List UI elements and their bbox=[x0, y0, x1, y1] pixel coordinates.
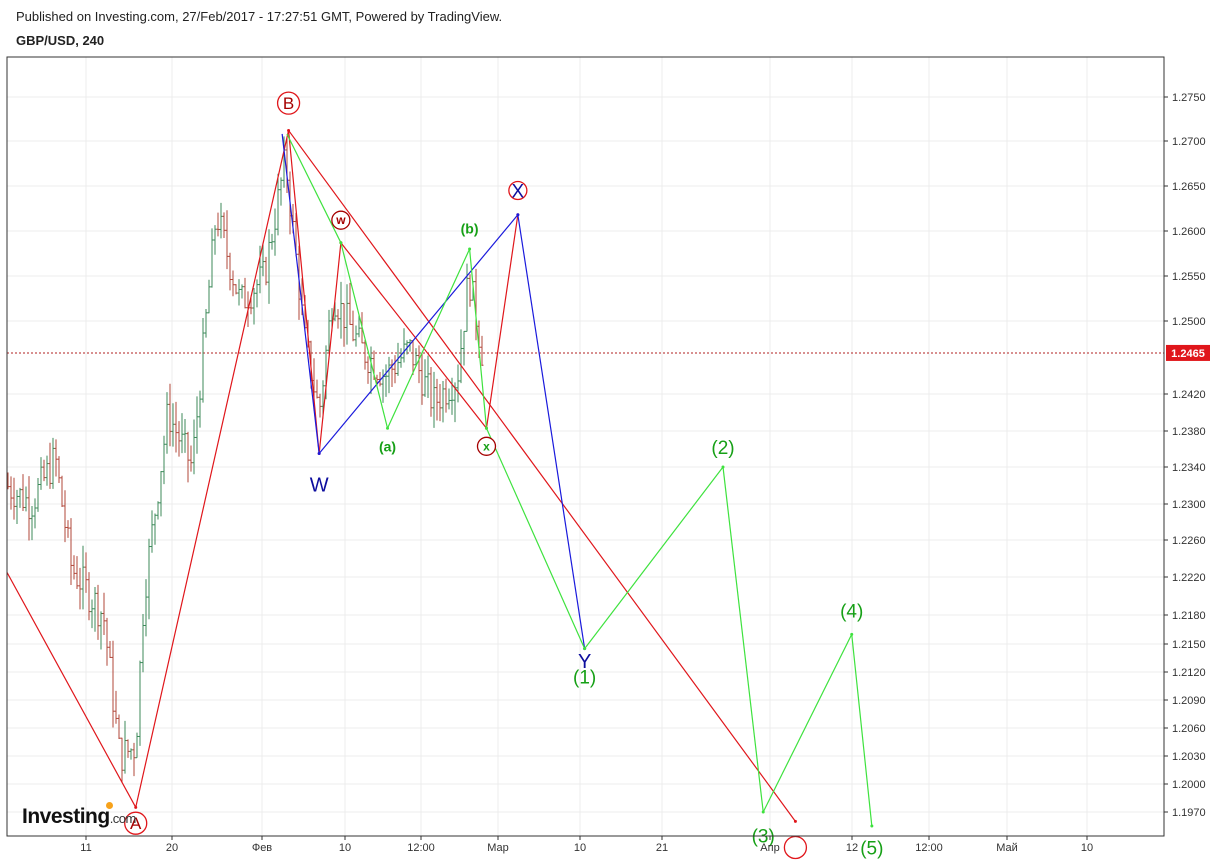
blue_waves-segment bbox=[281, 133, 320, 454]
y-tick-label: 1.2500 bbox=[1172, 316, 1206, 328]
green_waves-segment bbox=[468, 248, 488, 429]
wave-label: Y bbox=[578, 651, 591, 673]
red_waves-segment bbox=[485, 214, 519, 429]
red_waves-segment bbox=[287, 130, 320, 454]
y-tick-label: 1.2340 bbox=[1172, 462, 1206, 474]
x-tick-label: 10 bbox=[1081, 842, 1093, 854]
y-tick-label: 1.2060 bbox=[1172, 723, 1206, 735]
y-tick-label: 1.2090 bbox=[1172, 695, 1206, 707]
y-tick-label: 1.2260 bbox=[1172, 535, 1206, 547]
published-header: Published on Investing.com, 27/Feb/2017 … bbox=[16, 9, 503, 24]
blue_waves-segment bbox=[517, 214, 586, 649]
y-tick-label: 1.2030 bbox=[1172, 751, 1206, 763]
wave-circle bbox=[124, 811, 148, 835]
green_waves-segment bbox=[340, 242, 389, 429]
y-tick-label: 1.2180 bbox=[1172, 610, 1206, 622]
green_waves-segment bbox=[485, 427, 586, 649]
x-tick-label: Мар bbox=[487, 842, 509, 854]
x-tick-label: 12 bbox=[846, 842, 858, 854]
x-tick-label: 10 bbox=[574, 842, 586, 854]
green_waves-segment bbox=[584, 466, 724, 650]
x-tick-label: Апр bbox=[760, 842, 779, 854]
x-tick-label: 12:00 bbox=[915, 842, 943, 854]
wave-label: (a) bbox=[379, 438, 396, 454]
y-tick-label: 1.2420 bbox=[1172, 389, 1206, 401]
red_waves-segment bbox=[7, 572, 137, 808]
green_waves-segment bbox=[851, 634, 873, 827]
plot-border bbox=[6, 56, 1165, 837]
wave-label: X bbox=[512, 182, 525, 203]
y-tick-label: 1.2120 bbox=[1172, 667, 1206, 679]
current-price-badge bbox=[1166, 344, 1210, 361]
wave-circle bbox=[476, 436, 497, 456]
y-tick-label: 1.1970 bbox=[1172, 807, 1206, 819]
y-tick-label: 1.2150 bbox=[1172, 639, 1206, 651]
time-axis: 11 20 Фев 10 12:00 Мар 10 21 Апр 12 12:00 Май 10 bbox=[80, 836, 1093, 854]
green_waves-point bbox=[870, 824, 874, 828]
wave-label: (3) bbox=[752, 826, 775, 847]
x-tick-label: 10 bbox=[339, 842, 351, 854]
red_waves-segment bbox=[318, 242, 342, 454]
current-price-label: 1.2465 bbox=[1171, 348, 1205, 360]
wave-label: (4) bbox=[840, 601, 863, 622]
y-tick-label: 1.2220 bbox=[1172, 572, 1206, 584]
red_waves-segment bbox=[135, 130, 290, 808]
y-tick-label: 1.2000 bbox=[1172, 779, 1206, 791]
x-tick-label: 12:00 bbox=[407, 842, 435, 854]
green_waves-segment bbox=[722, 466, 764, 813]
wave-lines bbox=[7, 128, 874, 828]
wave-label: (1) bbox=[573, 668, 596, 689]
wave-label: (5) bbox=[860, 838, 883, 859]
candlesticks bbox=[7, 136, 484, 783]
red_waves-point bbox=[793, 819, 797, 823]
wave-labels: A B Ww (a) (b) x X Y(1) (2) (3) (4) (5) bbox=[124, 91, 883, 860]
investing-logo: Investing.com bbox=[22, 802, 137, 829]
wave-circle bbox=[331, 210, 351, 230]
wave-label: w bbox=[335, 213, 346, 227]
green_waves-segment bbox=[386, 248, 471, 429]
x-tick-label: Май bbox=[996, 842, 1018, 854]
green_waves-segment bbox=[762, 634, 853, 813]
x-tick-label: 20 bbox=[166, 842, 178, 854]
price-axis: 1.2750 1.2700 1.2650 1.2600 1.2550 1.2500 1.24… bbox=[1164, 92, 1210, 819]
blue_waves-segment bbox=[318, 214, 519, 454]
y-tick-label: 1.2300 bbox=[1172, 499, 1206, 511]
x-tick-label: 11 bbox=[80, 842, 91, 854]
wave-label: (b) bbox=[461, 220, 479, 236]
wave-label: A bbox=[130, 814, 142, 833]
y-tick-label: 1.2700 bbox=[1172, 136, 1206, 148]
y-tick-label: 1.2650 bbox=[1172, 181, 1206, 193]
chart-grid bbox=[7, 57, 1164, 836]
symbol-title: GBP/USD, 240 bbox=[16, 33, 105, 48]
green_waves-segment bbox=[286, 133, 342, 243]
wave-circle bbox=[783, 835, 808, 860]
y-tick-label: 1.2600 bbox=[1172, 226, 1206, 238]
x-tick-label: 21 bbox=[656, 842, 668, 854]
wave-label: x bbox=[483, 439, 490, 453]
logo-brand: Investing bbox=[22, 805, 110, 828]
red_waves-segment bbox=[340, 242, 487, 429]
wave-label: W bbox=[310, 475, 329, 497]
wave-circle bbox=[276, 91, 301, 115]
red_waves-segment bbox=[288, 130, 796, 822]
wave-circle bbox=[508, 180, 528, 201]
logo-suffix: .com bbox=[109, 811, 137, 826]
logo-dot-icon bbox=[106, 802, 113, 809]
x-tick-label: Фев bbox=[252, 842, 272, 854]
y-tick-label: 1.2380 bbox=[1172, 426, 1206, 438]
wave-label: B bbox=[283, 94, 294, 113]
y-tick-label: 1.2550 bbox=[1172, 271, 1206, 283]
y-tick-label: 1.2750 bbox=[1172, 92, 1206, 104]
wave-label: (2) bbox=[711, 438, 734, 459]
